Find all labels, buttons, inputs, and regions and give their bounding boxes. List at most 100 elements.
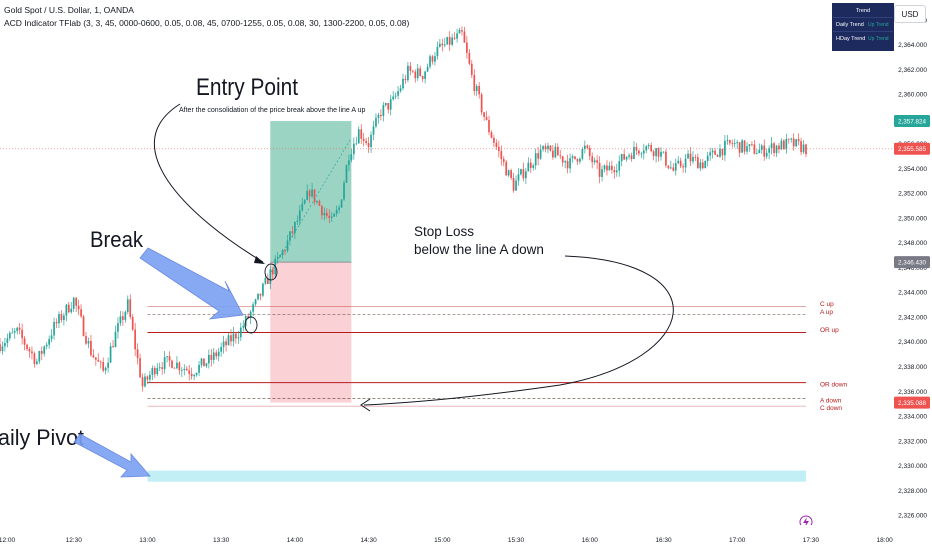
candle-body xyxy=(593,160,596,163)
candle-body xyxy=(311,189,313,197)
candle-body xyxy=(136,349,139,359)
candle-body xyxy=(438,43,441,47)
candle-body xyxy=(23,338,26,345)
candle-body xyxy=(402,78,404,89)
candle-body xyxy=(198,364,200,373)
y-tick-label: 2,338.000 xyxy=(898,364,927,371)
candle-body xyxy=(473,74,476,92)
candle-body xyxy=(350,154,353,161)
candle-body xyxy=(338,207,340,210)
candle-body xyxy=(318,201,321,206)
candle-body xyxy=(365,140,367,144)
symbol-title[interactable]: Gold Spot / U.S. Dollar, 1, OANDA xyxy=(4,5,134,15)
candle-body xyxy=(724,140,726,156)
time-axis-bg xyxy=(0,525,932,550)
candle-body xyxy=(800,141,802,153)
y-tick-label: 2,336.000 xyxy=(898,389,927,396)
candle-body xyxy=(736,142,739,144)
candle-body xyxy=(16,327,19,332)
candle-body xyxy=(237,337,240,339)
candle-body xyxy=(134,329,137,350)
candle-body xyxy=(564,161,567,163)
candle-body xyxy=(623,154,626,160)
currency-button[interactable]: USD xyxy=(894,5,926,23)
candle-body xyxy=(711,150,714,153)
candle-body xyxy=(625,156,628,160)
candle-body xyxy=(642,150,645,154)
candle-body xyxy=(407,65,409,81)
stop-loss-arrowhead xyxy=(360,398,371,412)
x-tick-label: 17:30 xyxy=(803,537,820,544)
candle-body xyxy=(478,85,481,95)
candle-body xyxy=(773,143,775,154)
trend-row: HDay Trend Up Trend xyxy=(833,31,893,45)
candle-body xyxy=(552,150,554,158)
candle-body xyxy=(67,304,70,313)
candle-body xyxy=(316,201,318,203)
candle-body xyxy=(53,321,55,336)
candle-body xyxy=(591,156,594,163)
candle-body xyxy=(168,356,171,361)
candle-body xyxy=(195,372,198,376)
time-axis[interactable]: 12:00 12:30 13:00 13:30 14:00 14:30 15:00 15:30… xyxy=(0,525,932,550)
candle-body xyxy=(279,254,281,257)
candle-body xyxy=(606,165,608,171)
candle-body xyxy=(441,43,444,46)
break-label: Break xyxy=(90,227,144,252)
candle-body xyxy=(220,346,223,352)
indicator-legend[interactable]: ACD Indicator TFlab (3, 3, 45, 0000-0600… xyxy=(4,18,410,28)
candle-body xyxy=(559,155,562,157)
candle-body xyxy=(775,145,778,154)
candle-body xyxy=(259,293,262,296)
candle-body xyxy=(778,145,780,150)
x-tick-label: 13:00 xyxy=(139,537,156,544)
candle-body xyxy=(21,329,23,339)
candle-body xyxy=(537,153,540,159)
candle-body xyxy=(276,256,279,259)
candle-body xyxy=(242,326,245,328)
candle-body xyxy=(33,353,36,364)
x-tick-label: 18:00 xyxy=(876,537,893,544)
candle-body xyxy=(797,139,800,142)
long-position-tool[interactable] xyxy=(270,121,352,403)
candle-body xyxy=(527,162,530,172)
candle-body xyxy=(741,140,743,153)
trend-table: Trend Daily Trend Up Trend HDay Trend Up… xyxy=(832,3,894,51)
candle-body xyxy=(205,363,208,367)
candle-body xyxy=(458,30,461,34)
candle-body xyxy=(630,155,633,159)
candle-body xyxy=(94,357,97,360)
candle-body xyxy=(768,148,770,153)
candle-body xyxy=(689,153,692,162)
candle-body xyxy=(232,333,235,342)
candle-body xyxy=(217,351,220,357)
candle-body xyxy=(500,151,503,160)
candle-body xyxy=(298,210,301,221)
price-axis[interactable]: 2,326.000 2,328.000 2,330.000 2,332.000 2,33… xyxy=(892,0,932,550)
candle-body xyxy=(495,142,498,147)
candle-body xyxy=(60,314,63,321)
lightning-icon-bolt xyxy=(803,517,809,527)
candle-body xyxy=(99,361,102,363)
candle-body xyxy=(493,137,495,143)
x-tick-label: 15:00 xyxy=(434,537,451,544)
y-tick-label: 2,350.000 xyxy=(898,215,927,222)
candle-body xyxy=(13,331,16,333)
candle-body xyxy=(571,156,574,159)
candle-body xyxy=(38,351,41,362)
candle-body xyxy=(190,373,193,377)
candle-body xyxy=(176,362,178,369)
candle-body xyxy=(669,167,672,169)
candle-body xyxy=(183,368,186,371)
candle-body xyxy=(652,151,655,157)
candle-body xyxy=(215,352,218,357)
y-tick-label: 2,342.000 xyxy=(898,314,927,321)
price-axis-bg xyxy=(892,0,932,550)
candle-body xyxy=(355,143,358,145)
candle-body xyxy=(468,52,471,64)
candle-body xyxy=(31,351,33,354)
trend-row-value: Up Trend xyxy=(868,21,889,28)
candle-body xyxy=(542,146,544,150)
candle-body xyxy=(731,143,734,145)
